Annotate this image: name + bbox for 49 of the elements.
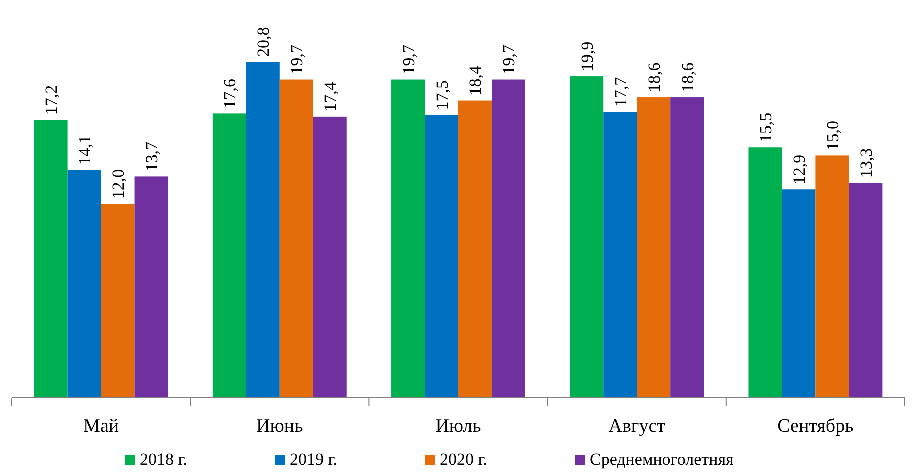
data-label: 19,7 xyxy=(288,44,307,75)
bar xyxy=(670,98,704,398)
bar xyxy=(458,100,492,398)
x-tick-label: Август xyxy=(608,416,666,437)
bar xyxy=(816,156,850,398)
data-label: 18,4 xyxy=(466,66,486,96)
data-label: 19,9 xyxy=(578,42,597,72)
x-tick-label: Сентябрь xyxy=(778,416,854,437)
bar xyxy=(570,76,604,398)
bar xyxy=(425,115,458,398)
data-label: 19,7 xyxy=(399,44,418,75)
data-label: 17,2 xyxy=(42,85,62,116)
legend-label: 2019 г. xyxy=(290,450,338,469)
bar xyxy=(134,176,168,398)
bar xyxy=(212,114,246,398)
data-label: 20,8 xyxy=(254,27,274,57)
bar xyxy=(604,112,638,398)
bar xyxy=(748,148,782,398)
data-label: 18,6 xyxy=(644,62,664,93)
data-label: 17,7 xyxy=(611,76,630,108)
legend-label: 2020 г. xyxy=(440,450,488,469)
data-label: 15,0 xyxy=(823,120,842,151)
data-label: 12,9 xyxy=(790,154,809,185)
data-label: 19,7 xyxy=(500,44,519,75)
bar xyxy=(34,120,68,398)
bar xyxy=(246,62,280,398)
bar xyxy=(392,80,426,398)
bar xyxy=(492,80,526,398)
data-label: 13,3 xyxy=(856,148,876,178)
legend-label: Среднемноголетняя xyxy=(590,450,734,469)
bar xyxy=(782,190,816,398)
data-label: 17,4 xyxy=(321,82,340,112)
data-label: 13,7 xyxy=(142,141,162,172)
data-label: 12,0 xyxy=(109,169,128,200)
x-tick-label: Июнь xyxy=(256,416,304,437)
bar xyxy=(637,98,671,398)
bar xyxy=(68,170,102,398)
data-label: 18,6 xyxy=(678,62,698,93)
data-label: 17,5 xyxy=(432,80,452,110)
legend-label: 2018 г. xyxy=(140,450,188,469)
x-tick-label: Июль xyxy=(436,416,482,437)
data-label: 14,1 xyxy=(76,135,95,166)
data-label: 17,6 xyxy=(220,78,240,109)
data-label: 15,5 xyxy=(756,112,776,143)
bar xyxy=(280,80,314,398)
bar xyxy=(101,204,135,398)
bar xyxy=(849,183,883,398)
x-tick-label: Май xyxy=(84,416,120,437)
bar xyxy=(313,116,347,398)
